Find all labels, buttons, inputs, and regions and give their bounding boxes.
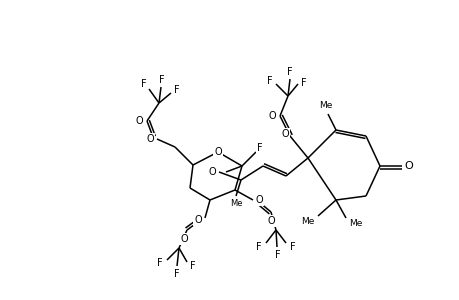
Text: F: F xyxy=(301,78,306,88)
Text: O: O xyxy=(194,215,202,225)
Text: F: F xyxy=(256,242,261,252)
Text: O: O xyxy=(135,116,142,126)
Text: F: F xyxy=(267,76,272,86)
Text: F: F xyxy=(157,258,162,268)
Text: F: F xyxy=(159,75,164,85)
Text: O: O xyxy=(404,161,413,171)
Text: F: F xyxy=(290,242,295,252)
Text: Me: Me xyxy=(301,217,314,226)
Text: F: F xyxy=(190,261,196,271)
Text: F: F xyxy=(174,85,179,95)
Text: Me: Me xyxy=(319,101,332,110)
Text: O: O xyxy=(268,111,275,121)
Text: F: F xyxy=(174,269,179,279)
Text: O: O xyxy=(214,147,221,157)
Text: Me: Me xyxy=(348,218,362,227)
Text: O: O xyxy=(180,234,187,244)
Text: O: O xyxy=(208,167,215,177)
Text: O: O xyxy=(280,129,288,139)
Text: F: F xyxy=(257,143,262,153)
Text: O: O xyxy=(267,216,274,226)
Text: O: O xyxy=(255,195,262,205)
Text: F: F xyxy=(141,79,146,89)
Text: F: F xyxy=(274,250,280,260)
Text: Me: Me xyxy=(229,199,242,208)
Text: F: F xyxy=(286,67,292,77)
Text: O: O xyxy=(146,134,153,144)
